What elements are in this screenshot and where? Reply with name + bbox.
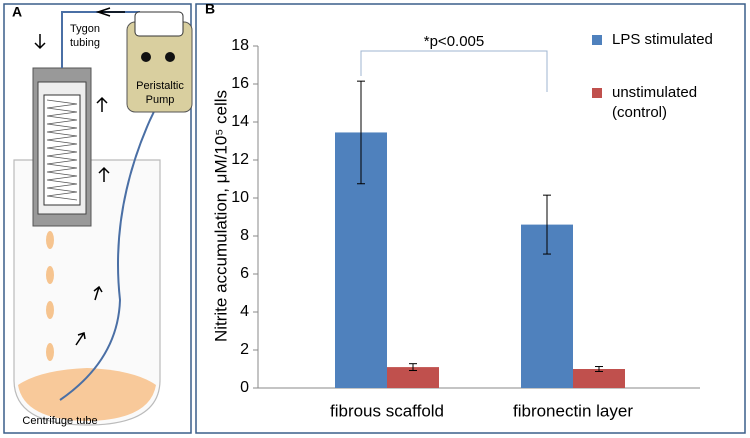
- arrow: [95, 7, 125, 17]
- error-bar: [357, 80, 365, 185]
- pump-head: [134, 11, 184, 37]
- y-tick-label: 6: [240, 265, 249, 282]
- arrow: [34, 34, 46, 50]
- droplet: [46, 343, 54, 361]
- droplet: [46, 301, 54, 319]
- error-bar: [543, 194, 551, 255]
- x-tick-label: fibrous scaffold: [330, 401, 444, 420]
- cell-pellet: [18, 368, 156, 421]
- bar: [387, 367, 439, 388]
- arrow: [93, 285, 103, 301]
- legend-swatch: [592, 88, 602, 98]
- legend-swatch: [592, 35, 602, 45]
- y-tick-label: 12: [231, 151, 249, 168]
- error-bar: [595, 366, 603, 372]
- arrow: [96, 96, 108, 112]
- y-tick-label: 8: [240, 227, 249, 244]
- x-tick-label: fibronectin layer: [513, 401, 633, 420]
- y-axis-label: Nitrite accumulation, μM/10⁵ cells: [211, 90, 230, 342]
- y-tick-label: 0: [240, 379, 249, 396]
- panel-b-frame: [195, 3, 746, 434]
- droplet: [46, 266, 54, 284]
- arrow: [75, 332, 86, 346]
- panel-label: B: [205, 1, 215, 17]
- bar: [573, 369, 625, 388]
- y-tick-label: 18: [231, 37, 249, 54]
- error-bar: [409, 363, 417, 372]
- y-tick-label: 14: [231, 113, 249, 130]
- pump-eye: [165, 52, 175, 62]
- legend-label: unstimulated (control): [612, 84, 698, 121]
- y-tick-label: 16: [231, 75, 249, 92]
- fibers: [46, 99, 78, 201]
- tubing-label: Tygon: [70, 23, 100, 35]
- y-tick-label: 4: [240, 303, 249, 320]
- arrow: [98, 166, 110, 182]
- pump-label: Peristaltic: [136, 80, 184, 92]
- significance-bracket: [360, 50, 548, 92]
- droplet: [46, 231, 54, 249]
- annotation: *p<0.005: [424, 33, 484, 50]
- tube-label: Centrifuge tube: [22, 415, 97, 427]
- pump-eye: [141, 52, 151, 62]
- legend-label: LPS stimulated: [612, 31, 713, 48]
- y-tick-label: 2: [240, 341, 249, 358]
- panel-label: A: [12, 4, 22, 20]
- tubing-label: tubing: [70, 37, 100, 49]
- pump-label: Pump: [146, 94, 175, 106]
- y-tick-label: 10: [231, 189, 249, 206]
